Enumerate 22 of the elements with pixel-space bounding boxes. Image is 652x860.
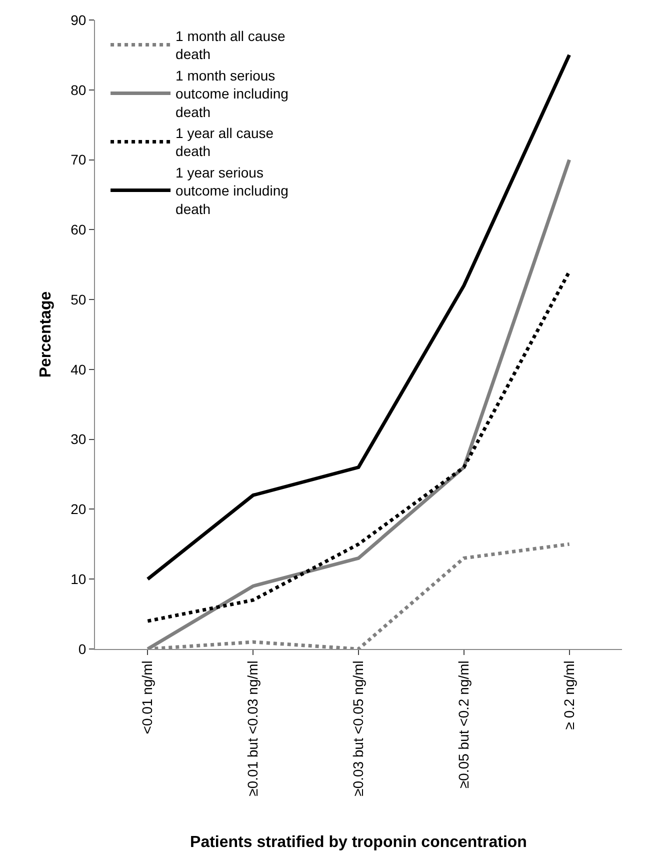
legend-label: 1 month all cause death [176, 28, 286, 62]
y-axis-title: Percentage [38, 291, 55, 378]
line-series [146, 270, 572, 623]
y-tick-label: 60 [70, 222, 86, 238]
legend-label: 1 year serious outcome including death [176, 164, 288, 217]
y-tick-label: 20 [70, 501, 86, 518]
y-tick-label: 70 [70, 152, 86, 168]
y-tick-label: 90 [70, 12, 86, 28]
x-axis-title: Patients stratified by troponin concentration [190, 834, 527, 852]
y-tick-label: 40 [70, 361, 86, 378]
y-tick-label: 30 [70, 431, 86, 448]
x-tick-label: <0.01 ng/ml [139, 660, 156, 734]
x-tick-label: ≥0.05 but <0.2 ng/ml [455, 660, 472, 789]
y-tick-label: 80 [70, 82, 86, 98]
y-tick-label: 10 [70, 571, 86, 588]
y-tick-label: 0 [78, 640, 86, 657]
y-tick-label: 50 [70, 291, 86, 308]
x-tick-label: ≥0.03 but <0.05 ng/ml [350, 660, 366, 796]
legend-label: 1 month serious outcome including death [176, 67, 288, 120]
x-tick-label: ≥0.01 but <0.03 ng/ml [244, 660, 261, 796]
legend-label: 1 year all cause death [176, 125, 274, 160]
x-tick-label: ≥ 0.2 ng/ml [560, 660, 577, 730]
